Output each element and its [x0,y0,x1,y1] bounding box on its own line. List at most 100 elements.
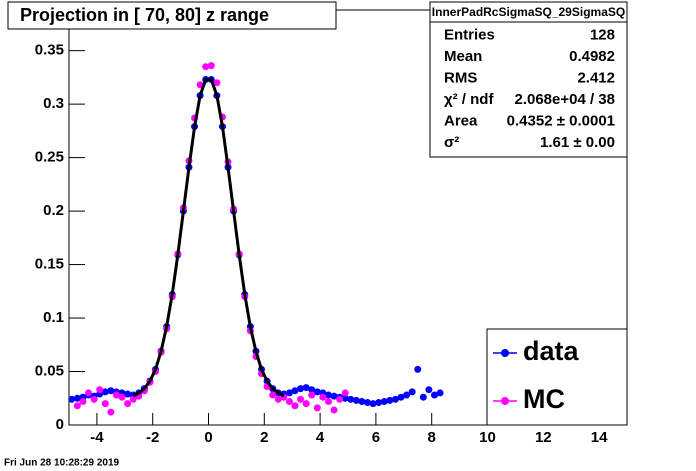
point [101,388,109,396]
timestamp: Fri Jun 28 10:28:29 2019 [4,458,120,469]
y-tick-label: 0.15 [35,256,64,273]
stats-value: 0.4352 ± 0.0001 [507,113,615,130]
point [308,386,316,394]
point [352,396,360,404]
point [380,397,388,405]
point [85,389,93,397]
y-tick-label: 0.25 [35,149,64,166]
point [386,396,394,404]
point [313,388,321,396]
point [213,79,221,87]
title-box [7,1,337,30]
x-tick-label: 14 [591,429,608,446]
point [347,395,355,403]
stats-label: Area [444,113,478,130]
point [330,392,338,400]
fit-curve [132,78,285,398]
point [419,393,427,401]
x-tick-label: 2 [260,429,268,446]
y-tick-label: 0.35 [35,42,64,59]
x-tick-label: 6 [372,429,380,446]
point [302,400,310,408]
point [291,402,299,410]
x-tick-label: -2 [146,429,159,446]
point [397,393,405,401]
stats-value: 2.068e+04 / 38 [514,91,615,108]
point [341,389,349,397]
y-tick-label: 0.05 [35,362,64,379]
point [297,395,305,403]
legend-marker [501,397,509,405]
point [269,391,277,399]
point [358,397,366,405]
point [124,400,132,408]
point [313,404,321,412]
point [319,393,327,401]
point [336,395,344,403]
point [430,391,438,399]
point [124,390,132,398]
y-tick-label: 0.3 [43,95,64,112]
point [364,399,372,407]
point [118,393,126,401]
stats-label: Mean [444,48,482,65]
stats-label: χ² / ndf [444,91,494,108]
stats-label: RMS [444,70,477,87]
x-tick-label: 10 [479,429,496,446]
point [341,394,349,402]
point [308,391,316,399]
stats-title: InnerPadRcSigmaSQ_29SigmaSQ [432,5,625,19]
point [291,387,299,395]
stats-label: σ² [444,134,459,151]
point [414,365,422,373]
point [285,389,293,397]
point [302,384,310,392]
point [330,406,338,414]
legend-marker [501,349,509,357]
stats-label: Entries [444,27,495,44]
point [73,402,81,410]
stats-box [429,1,628,158]
legend-label: MC [523,384,565,414]
point [207,62,215,70]
point [101,400,109,408]
point [369,400,377,408]
y-tick-label: 0.2 [43,202,64,219]
stats-value: 1.61 ± 0.00 [540,134,615,151]
x-tick-label: -4 [90,429,104,446]
point [391,395,399,403]
x-tick-label: 4 [316,429,325,446]
y-tick-label: 0 [56,416,64,433]
point [324,391,332,399]
point [129,395,137,403]
point [112,391,120,399]
chart-title: Projection in [ 70, 80] z range [20,5,269,25]
stats-value: 2.412 [577,70,615,87]
point [202,63,210,71]
point [73,394,81,402]
point [79,397,87,405]
point [403,391,411,399]
y-tick-label: 0.1 [43,309,64,326]
stats-value: 128 [590,27,615,44]
point [107,408,115,416]
point [436,389,444,397]
point [324,397,332,405]
x-tick-label: 8 [428,429,436,446]
x-tick-label: 0 [204,429,212,446]
legend-box [486,328,628,426]
point [274,395,282,403]
point [408,388,416,396]
legend-label: data [523,336,580,366]
point [68,395,76,403]
x-tick-label: 12 [535,429,552,446]
stats-value: 0.4982 [569,48,615,65]
point [90,395,98,403]
point [107,387,115,395]
point [96,386,104,394]
point [425,386,433,394]
point [285,397,293,405]
point [375,399,383,407]
